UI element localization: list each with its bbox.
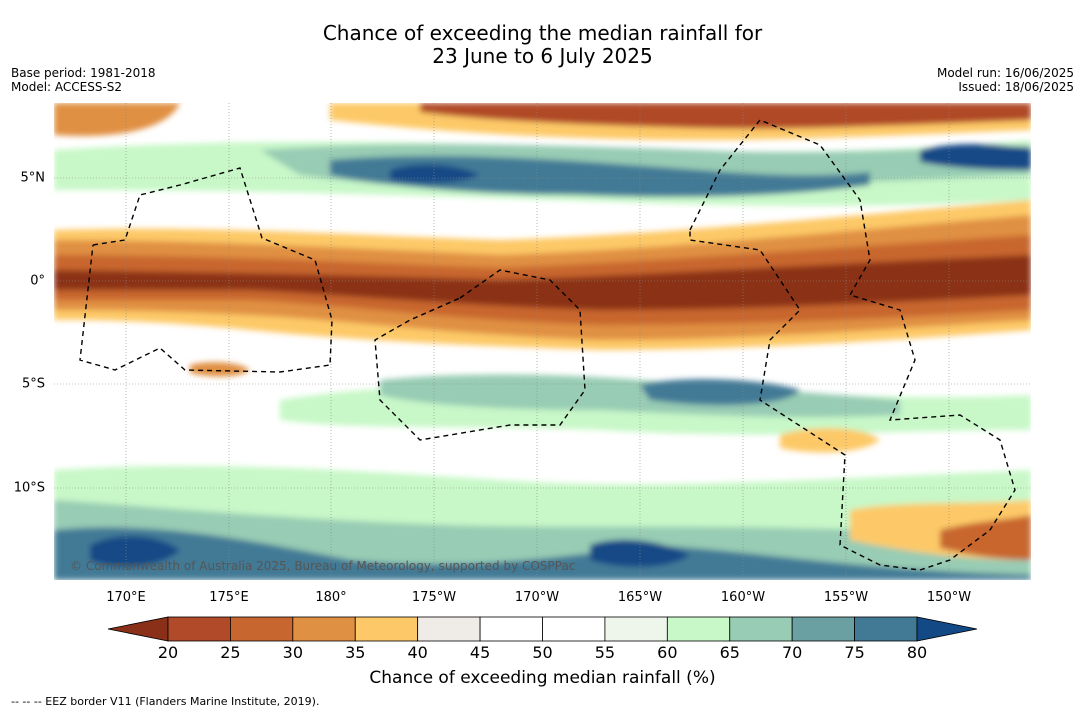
lon-label: 150°W (926, 590, 972, 605)
meta-right: Model run: 16/06/2025 Issued: 18/06/2025 (937, 66, 1074, 94)
lon-label: 165°W (617, 590, 663, 605)
north-top-brown (420, 103, 1031, 129)
northwest-orange-patch (54, 103, 180, 136)
colorbar-segment (167, 616, 231, 642)
colorbar-tick-label: 40 (407, 643, 428, 662)
lat-label-5s: 5°S (21, 376, 45, 392)
lon-label: 180° (315, 590, 347, 605)
lat-label-10s: 10°S (13, 480, 45, 496)
colorbar-segment (729, 616, 793, 642)
colorbar-tick-label: 25 (220, 643, 241, 662)
colorbar-tick-label: 65 (719, 643, 740, 662)
colorbar-tick-label: 60 (657, 643, 678, 662)
colorbar-segment (354, 616, 419, 642)
model-name: Model: ACCESS-S2 (11, 80, 123, 94)
colorbar-extend-high (916, 616, 978, 642)
northeast-deepblue-patch (920, 144, 1031, 170)
mid-south-teal (380, 374, 900, 418)
north-blue-band (330, 155, 870, 197)
colorbar-segment (854, 616, 918, 642)
eez-borders (79, 119, 1016, 571)
colorbar-tick-label: 80 (906, 643, 928, 662)
southeast-rust-patch (940, 515, 1031, 560)
colorbar-segment (666, 616, 731, 642)
colorbar-segment (417, 616, 481, 642)
colorbar-tick-label: 55 (594, 643, 616, 662)
colorbar-segment (791, 616, 855, 642)
equator-brown-band (54, 255, 1031, 310)
eez-footnote: -- -- -- EEZ border V11 (Flanders Marine… (11, 695, 320, 708)
sw-orange-patch (190, 362, 250, 377)
colorbar-segment (479, 616, 543, 642)
colorbar-tick-label: 70 (781, 643, 803, 662)
colorbar-tick-label: 20 (157, 643, 179, 662)
graticule (54, 103, 1031, 580)
southwest-deepblue-patch (90, 535, 180, 567)
lat-label-0: 0° (30, 273, 45, 289)
lon-label: 170°E (106, 590, 146, 605)
colorbar-extend-low (107, 616, 169, 642)
south-blue-band (54, 527, 1031, 580)
lon-label: 175°W (411, 590, 457, 605)
model-run: Model run: 16/06/2025 (936, 66, 1074, 80)
lon-label: 155°W (823, 590, 869, 605)
colorbar-tick-label: 50 (532, 643, 553, 662)
colorbar-tick-label: 30 (282, 643, 304, 662)
meta-left: Base period: 1981-2018 Model: ACCESS-S2 (11, 66, 156, 94)
lon-label: 170°W (514, 590, 560, 605)
title-line-1: Chance of exceeding the median rainfall … (322, 21, 763, 45)
colorbar-tick-label: 75 (844, 643, 865, 662)
colorbar-tick-label: 45 (469, 643, 491, 662)
colorbar-tick-label: 35 (345, 643, 366, 662)
colorbar-segment (230, 616, 294, 642)
copyright-note: © Commonwealth of Australia 2025, Bureau… (70, 559, 576, 573)
base-period: Base period: 1981-2018 (11, 66, 156, 80)
north-deepblue-patch (390, 164, 480, 184)
lon-label: 175°E (209, 590, 249, 605)
south-orange-patch (780, 428, 880, 453)
lat-label-5n: 5°N (20, 170, 46, 186)
issued-date: Issued: 18/06/2025 (958, 80, 1074, 94)
title-line-2: 23 June to 6 July 2025 (432, 44, 653, 68)
lon-label: 160°W (720, 590, 766, 605)
colorbar-segment (604, 616, 668, 642)
map-title: Chance of exceeding the median rainfall … (0, 22, 1085, 68)
colorbar-segment (542, 616, 606, 642)
colorbar-label: Chance of exceeding median rainfall (%) (369, 668, 716, 688)
colorbar-segment (292, 616, 356, 642)
